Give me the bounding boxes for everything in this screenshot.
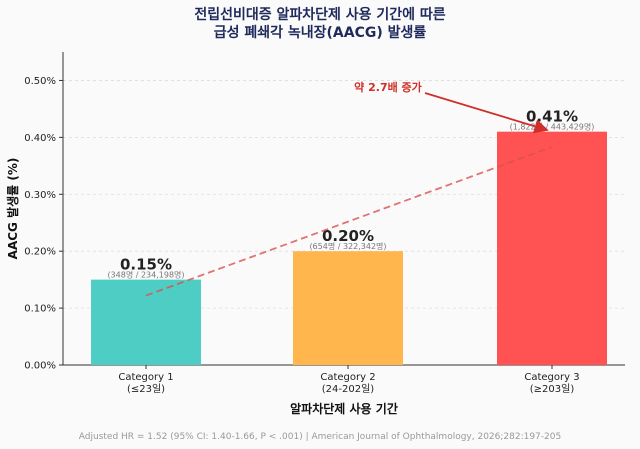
x-tick-label: Category 3: [524, 372, 579, 383]
x-tick-label: Category 2: [320, 372, 375, 383]
annotation-arrow: [424, 92, 549, 134]
annotation-label: 약 2.7배 증가: [354, 80, 422, 94]
y-tick-label: 0.30%: [24, 190, 56, 201]
chart-title-line1: 전립선비대증 알파차단제 사용 기간에 따른: [194, 7, 446, 23]
count-label: (348명 / 234,198명): [107, 270, 184, 280]
bar-1: [91, 279, 201, 365]
y-axis-label: AACG 발생률 (%): [5, 158, 20, 260]
y-tick-label: 0.10%: [24, 304, 56, 315]
y-tick-label: 0.50%: [24, 76, 56, 87]
bar-3: [497, 131, 607, 365]
x-tick-sublabel: (≤23일): [127, 383, 165, 395]
y-tick-label: 0.40%: [24, 133, 56, 144]
chart-title-line2: 급성 폐쇄각 녹내장(AACG) 발생률: [213, 25, 427, 41]
x-tick-label: Category 1: [118, 372, 173, 383]
x-axis-label: 알파차단제 사용 기간: [290, 401, 398, 416]
value-label: 0.20%: [322, 227, 374, 245]
trend-line: [145, 146, 553, 297]
footnote: Adjusted HR = 1.52 (95% CI: 1.40-1.66, P…: [78, 432, 562, 442]
x-tick-sublabel: (24-202일): [322, 383, 375, 395]
x-tick-sublabel: (≥203일): [530, 383, 575, 395]
value-label: 0.15%: [120, 256, 172, 274]
count-label: (654명 / 322,342명): [309, 241, 386, 251]
y-tick-label: 0.00%: [24, 361, 56, 372]
count-label: (1,822명 / 443,429명): [510, 122, 595, 132]
bar-2: [293, 251, 403, 365]
y-tick-label: 0.20%: [24, 247, 56, 258]
